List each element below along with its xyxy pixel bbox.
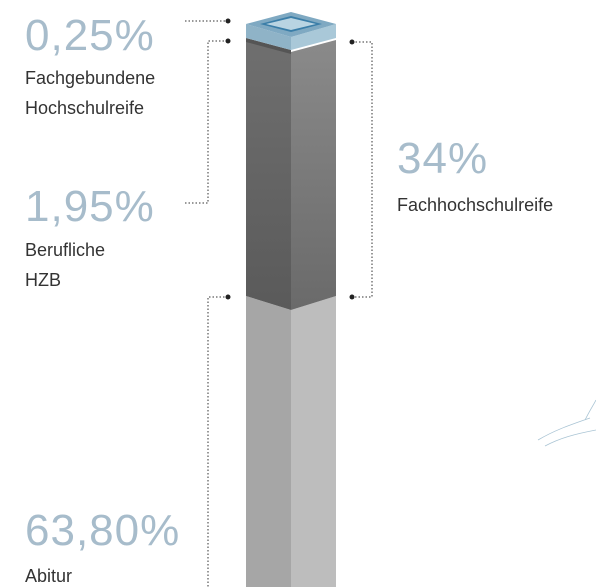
decoration	[537, 399, 596, 447]
pillar	[246, 12, 336, 587]
value: 34%	[397, 134, 488, 183]
value: 0,25%	[25, 11, 155, 60]
label: Abitur	[25, 566, 72, 586]
label: Hochschulreife	[25, 98, 144, 118]
label: Fachhochschulreife	[397, 195, 553, 215]
value: 1,95%	[25, 182, 155, 231]
value: 63,80%	[25, 506, 180, 555]
label: Fachgebundene	[25, 68, 155, 88]
label: Berufliche	[25, 240, 105, 260]
connectors	[185, 18, 373, 587]
label: HZB	[25, 270, 61, 290]
